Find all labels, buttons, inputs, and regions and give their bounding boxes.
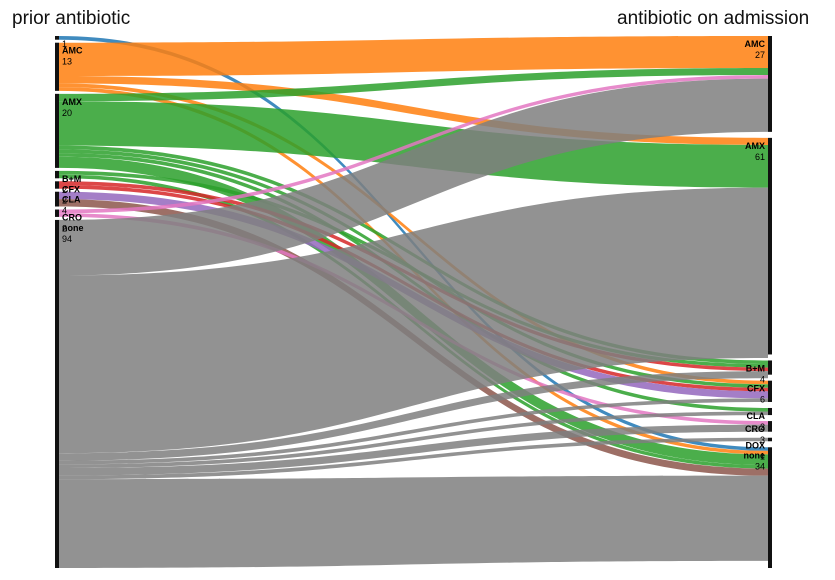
left-node-label-amx: AMX	[62, 97, 82, 107]
left-node-cla	[55, 191, 59, 207]
node-labels: 1AMC13AMX20B+M2CFX2CLA4CRO2none94AMC27AM…	[62, 39, 765, 471]
right-node-value-cla: 2	[760, 422, 765, 432]
left-node-cro	[55, 209, 59, 217]
left-node-label-none: none	[62, 223, 84, 233]
right-node-value-cro: 3	[760, 435, 765, 445]
link-amc-to-amx	[59, 76, 768, 145]
node-bars	[55, 36, 772, 568]
link-none-to-dox	[59, 437, 768, 480]
right-node-value-amx: 61	[755, 152, 765, 162]
right-node-value-cfx: 6	[760, 395, 765, 405]
right-node-label-none: none	[744, 450, 766, 460]
link-none-to-b-m	[59, 371, 768, 461]
right-node-label-cla: CLA	[747, 411, 766, 421]
right-node-cla	[768, 407, 772, 416]
left-node-b-m	[55, 170, 59, 179]
left-node-amc	[55, 42, 59, 91]
left-node-unlabeled	[55, 36, 59, 40]
right-node-amx	[768, 137, 772, 355]
right-node-cfx	[768, 380, 772, 402]
left-node-value-b-m: 2	[62, 185, 67, 195]
link-none-to-cla	[59, 411, 768, 469]
link-none-to-cfx	[59, 398, 768, 465]
right-node-label-amc: AMC	[745, 39, 766, 49]
right-node-amc	[768, 36, 772, 132]
left-node-amx	[55, 93, 59, 168]
left-node-value-cfx: 2	[62, 195, 67, 205]
right-node-b-m	[768, 360, 772, 375]
link-amc-to-amc	[59, 36, 768, 77]
right-node-label-amx: AMX	[745, 141, 765, 151]
left-node-label-cla: CLA	[62, 195, 81, 205]
right-node-label-dox: DOX	[745, 441, 765, 451]
link-none-to-none	[59, 475, 768, 568]
right-node-value-amc: 27	[755, 50, 765, 60]
left-node-value-amx: 20	[62, 108, 72, 118]
right-node-label-b-m: B+M	[746, 363, 765, 373]
right-node-label-cro: CRO	[745, 424, 765, 434]
right-node-none	[768, 447, 772, 568]
right-node-value-dox: 1	[760, 452, 765, 462]
link-amx-to-amc	[59, 67, 768, 102]
right-node-label-cfx: CFX	[747, 384, 765, 394]
left-node-label-b-m: B+M	[62, 174, 81, 184]
left-node-cfx	[55, 181, 59, 189]
left-node-value-unlabeled: 1	[62, 39, 67, 49]
link-none-to-cro	[59, 424, 768, 476]
link-none-to-amx	[59, 187, 768, 454]
left-node-value-none: 94	[62, 234, 72, 244]
left-node-none	[55, 219, 59, 568]
left-node-value-cro: 2	[62, 224, 67, 234]
right-node-cro	[768, 421, 772, 432]
right-node-dox	[768, 437, 772, 442]
left-node-value-cla: 4	[62, 206, 67, 216]
right-column-title: antibiotic on admission	[617, 8, 810, 29]
left-node-label-cfx: CFX	[62, 184, 80, 194]
left-node-label-cro: CRO	[62, 213, 82, 223]
flow-links	[59, 36, 768, 568]
link-none-to-amc	[59, 78, 768, 276]
left-node-label-amc: AMC	[62, 46, 83, 56]
left-node-value-amc: 13	[62, 57, 72, 67]
right-node-value-none: 34	[755, 461, 765, 471]
link-cro-to-amc	[59, 75, 768, 214]
left-column-title: prior antibiotic	[12, 8, 131, 29]
right-node-value-b-m: 4	[760, 374, 765, 384]
